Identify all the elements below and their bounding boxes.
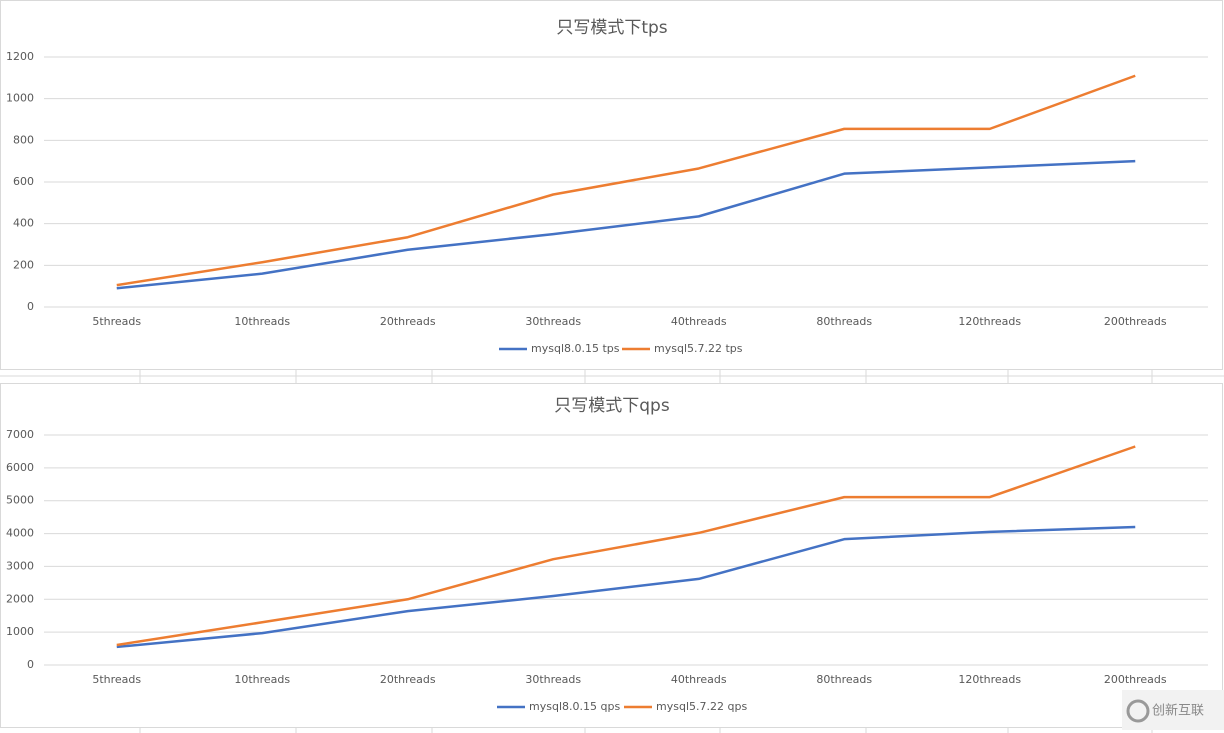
chart-title: 只写模式下qps: [554, 396, 670, 416]
data-line: [116, 525, 1136, 649]
y-tick-label: 800: [13, 133, 34, 146]
chart-frame: [0, 383, 1223, 728]
legend-label: mysql8.0.15 tps: [531, 342, 620, 355]
legend-label: mysql8.0.15 qps: [529, 700, 620, 713]
y-tick-label: 600: [13, 175, 34, 188]
y-tick-label: 2000: [6, 592, 34, 605]
x-tick-label: 10threads: [234, 315, 290, 328]
y-tick-label: 0: [27, 658, 34, 671]
legend-label: mysql5.7.22 qps: [656, 700, 747, 713]
chart-title: 只写模式下tps: [556, 18, 667, 38]
chart-frame: [0, 0, 1223, 370]
data-line: [116, 445, 1136, 647]
y-tick-label: 1000: [6, 625, 34, 638]
y-tick-label: 200: [13, 258, 34, 271]
y-tick-label: 5000: [6, 494, 34, 507]
x-tick-label: 20threads: [380, 673, 436, 686]
y-tick-label: 0: [27, 300, 34, 313]
x-tick-label: 80threads: [816, 673, 872, 686]
x-tick-label: 10threads: [234, 673, 290, 686]
x-tick-label: 5threads: [92, 315, 141, 328]
watermark: 创新互联: [1122, 690, 1224, 730]
y-tick-label: 1000: [6, 92, 34, 105]
x-tick-label: 5threads: [92, 673, 141, 686]
x-tick-label: 30threads: [525, 315, 581, 328]
y-tick-label: 400: [13, 217, 34, 230]
x-tick-label: 20threads: [380, 315, 436, 328]
data-line: [116, 159, 1136, 290]
x-tick-label: 80threads: [816, 315, 872, 328]
data-line: [116, 74, 1136, 287]
y-tick-label: 1200: [6, 50, 34, 63]
y-tick-label: 3000: [6, 559, 34, 572]
legend-label: mysql5.7.22 tps: [654, 342, 743, 355]
watermark-text: 创新互联: [1152, 703, 1204, 719]
x-tick-label: 200threads: [1104, 315, 1167, 328]
x-tick-label: 30threads: [525, 673, 581, 686]
x-tick-label: 40threads: [671, 315, 727, 328]
y-tick-label: 4000: [6, 527, 34, 540]
x-tick-label: 200threads: [1104, 673, 1167, 686]
x-tick-label: 120threads: [958, 315, 1021, 328]
y-tick-label: 6000: [6, 461, 34, 474]
x-tick-label: 40threads: [671, 673, 727, 686]
x-tick-label: 120threads: [958, 673, 1021, 686]
y-tick-label: 7000: [6, 428, 34, 441]
